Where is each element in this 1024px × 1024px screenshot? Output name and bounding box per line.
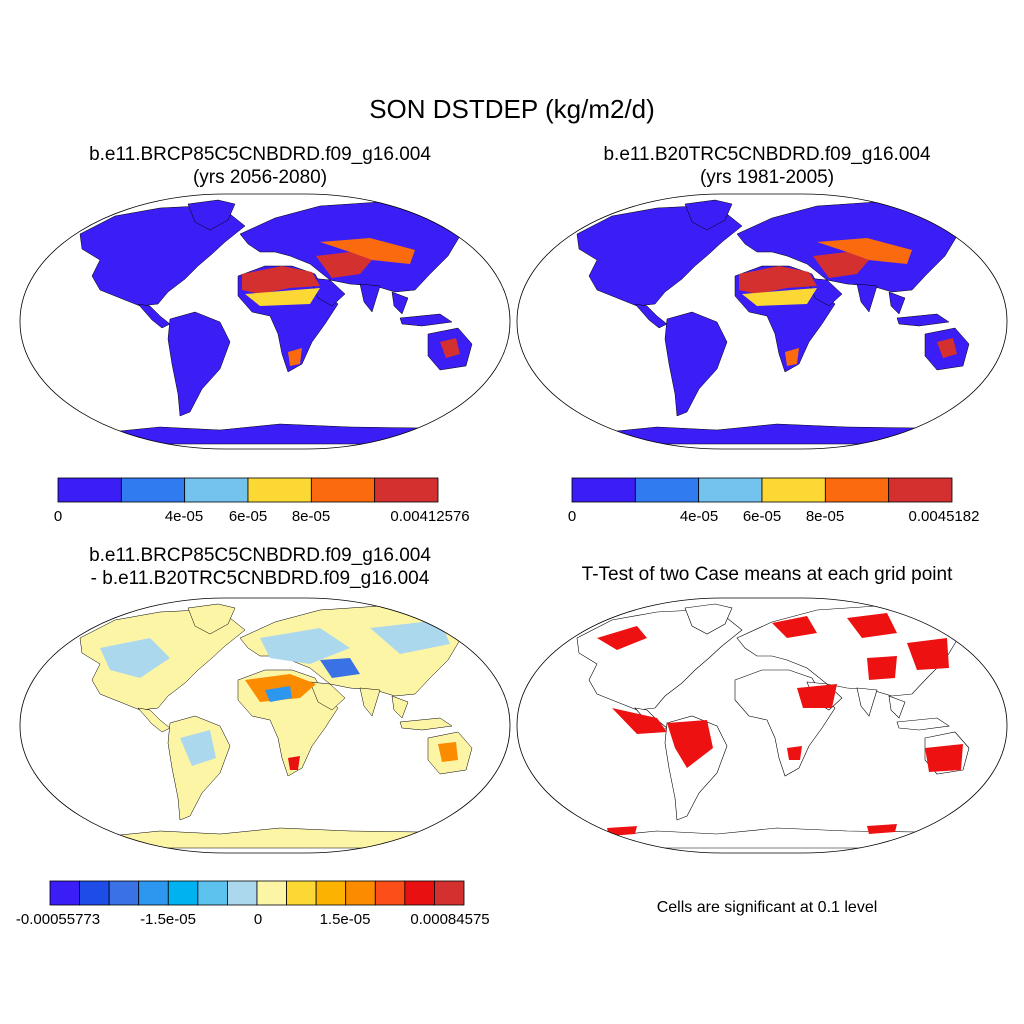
colorbar-difference-label: -0.00055773 <box>15 911 101 928</box>
colorbar-swatch <box>49 880 80 906</box>
dust-centralasia-mid <box>817 238 912 264</box>
colorbar-swatch <box>167 880 199 906</box>
colorbar-difference-label: -1.5e-05 <box>140 911 196 928</box>
colorbar-swatch <box>57 477 122 503</box>
dust-australia-high <box>440 338 460 358</box>
colorbar-swatch <box>345 880 376 906</box>
colorbar-swatch <box>286 880 317 906</box>
colorbar-case-label: 8e-05 <box>291 508 331 525</box>
diff-arabia-negative <box>320 658 360 678</box>
globe-outline <box>19 193 511 450</box>
globe-outline <box>19 597 511 854</box>
dust-kalahari-mid <box>785 348 799 366</box>
colorbar-swatch <box>247 477 312 503</box>
colorbar-swatch <box>374 880 406 906</box>
panel-difference-title: b.e11.BRCP85C5CNBDRD.f09_g16.004 - b.e11… <box>10 544 510 590</box>
colorbar-swatch <box>227 880 258 906</box>
map-difference <box>19 597 511 854</box>
colorbar-swatch <box>108 880 140 906</box>
panel-control-title: b.e11.B20TRC5CNBDRD.f09_g16.004 (yrs 198… <box>517 143 1017 189</box>
panel-control-title-line1: b.e11.B20TRC5CNBDRD.f09_g16.004 <box>603 144 931 165</box>
colorbar-difference-label: 0.00084575 <box>410 911 490 928</box>
map-case <box>19 193 511 450</box>
colorbar-swatch <box>824 477 890 503</box>
dust-arabia-high <box>316 252 372 278</box>
diff-kalahari-positive <box>288 756 300 770</box>
colorbar-case <box>57 477 439 503</box>
panel-difference-title-line1: b.e11.BRCP85C5CNBDRD.f09_g16.004 <box>89 545 431 566</box>
colorbar-case-label: 6e-05 <box>228 508 268 525</box>
dust-kalahari-mid <box>288 348 302 366</box>
significance-note: Cells are significant at 0.1 level <box>656 899 878 916</box>
dust-australia-high <box>937 338 957 358</box>
panel-case-title: b.e11.BRCP85C5CNBDRD.f09_g16.004 (yrs 20… <box>10 143 510 189</box>
panel-difference-title-line2: - b.e11.B20TRC5CNBDRD.f09_g16.004 <box>90 568 430 589</box>
colorbar-control <box>571 477 953 503</box>
colorbar-swatch <box>310 477 376 503</box>
colorbar-case-label: 0.00412576 <box>390 508 470 525</box>
colorbar-swatch <box>374 477 439 503</box>
panel-control-title-line2: (yrs 1981-2005) <box>699 167 835 188</box>
colorbar-difference-label: 0 <box>253 911 263 928</box>
dust-sahara-high <box>242 266 320 294</box>
dust-sahara-high <box>739 266 817 294</box>
dust-centralasia-mid <box>320 238 415 264</box>
map-ttest <box>516 597 1008 854</box>
panel-case-title-line1: b.e11.BRCP85C5CNBDRD.f09_g16.004 <box>89 144 431 165</box>
colorbar-swatch <box>256 880 287 906</box>
significant-cells <box>597 613 963 836</box>
colorbar-case-label: 0 <box>53 508 63 525</box>
colorbar-swatch <box>698 477 763 503</box>
colorbar-swatch <box>761 477 826 503</box>
map-control <box>516 193 1008 450</box>
panel-ttest-title: T-Test of two Case means at each grid po… <box>581 564 953 585</box>
colorbar-swatch <box>434 880 465 906</box>
colorbar-swatch <box>888 477 953 503</box>
panel-case-title-line2: (yrs 2056-2080) <box>192 167 328 188</box>
colorbar-swatch <box>634 477 700 503</box>
colorbar-control-label: 0.0045182 <box>908 508 980 525</box>
dust-sahel-mid <box>742 288 817 306</box>
colorbar-swatch <box>571 477 636 503</box>
globe-outline <box>516 597 1008 854</box>
diff-negative-patches <box>100 620 450 766</box>
colorbar-difference <box>49 880 465 906</box>
colorbar-case-label: 4e-05 <box>164 508 204 525</box>
colorbar-swatch <box>197 880 228 906</box>
colorbar-swatch <box>184 477 249 503</box>
colorbar-control-label: 0 <box>567 508 577 525</box>
globe-outline <box>516 193 1008 450</box>
dust-arabia-high <box>813 252 869 278</box>
dust-sahel-mid <box>245 288 320 306</box>
colorbar-difference-label: 1.5e-05 <box>319 911 371 928</box>
colorbar-swatch <box>315 880 347 906</box>
colorbar-swatch <box>79 880 110 906</box>
colorbar-control-label: 6e-05 <box>742 508 782 525</box>
colorbar-swatch <box>404 880 435 906</box>
colorbar-swatch <box>120 477 186 503</box>
colorbar-swatch <box>138 880 169 906</box>
diff-australia-positive <box>438 742 458 762</box>
colorbar-control-label: 8e-05 <box>805 508 845 525</box>
colorbar-control-label: 4e-05 <box>679 508 719 525</box>
figure-title: SON DSTDEP (kg/m2/d) <box>369 94 655 124</box>
diff-sahara-negative <box>265 686 292 702</box>
